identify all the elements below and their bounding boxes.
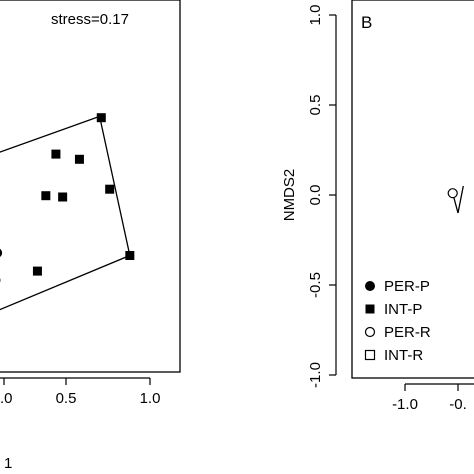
legend-marker-int-p: [365, 304, 375, 314]
legend-label-int-p: INT-P: [384, 301, 422, 318]
point-int-p-6: [125, 251, 135, 260]
legend-marker-per-r: [364, 326, 376, 338]
point-per-r-0: [447, 188, 458, 199]
left-x-axis: 0.5 1.0: [0, 377, 161, 407]
point-int-p-0: [96, 113, 106, 123]
left-x-tick-label-1: 1.0: [140, 390, 161, 407]
panel-label: B: [361, 13, 372, 32]
point-int-p-4: [41, 191, 51, 201]
right-hull-line: [452, 185, 464, 214]
right-y-tick-label-2: 0.0: [307, 185, 324, 206]
right-x-tick-label-0: -1.0: [392, 396, 418, 413]
point-int-p-3: [105, 184, 115, 194]
left-partial-tick-label: .0: [0, 390, 13, 407]
right-panel: B NMDS2 1.0 0.5 0.0 -0.5 -1.0 -1.0 -0. PER-P I…: [281, 0, 474, 413]
y-axis-label: NMDS2: [281, 169, 298, 222]
right-y-tick-label-4: -1.0: [307, 362, 324, 388]
point-int-p-2: [74, 154, 84, 164]
left-hulls: [0, 115, 131, 311]
left-panel: stress=0.17 0.5 1.0 .0 1: [0, 0, 181, 472]
legend-marker-int-r: [364, 349, 376, 361]
right-x-tick-label-1: -0.: [449, 396, 467, 413]
point-int-p-1: [51, 149, 61, 159]
point-int-p-7: [32, 266, 42, 276]
right-y-tick-label-1: 0.5: [307, 95, 324, 116]
legend-label-per-p: PER-P: [384, 278, 430, 295]
left-points: [0, 113, 135, 283]
point-per-p-2: [0, 248, 3, 257]
left-x-tick-label-0: 0.5: [56, 390, 77, 407]
stress-annotation: stress=0.17: [51, 11, 129, 28]
right-x-axis: -1.0 -0.: [392, 383, 474, 413]
right-y-tick-label-3: -0.5: [307, 272, 324, 298]
hull-int-p: [0, 115, 131, 311]
right-hull-fragment: [452, 185, 464, 214]
legend-marker-per-p: [365, 281, 375, 291]
right-y-tick-label-0: 1.0: [307, 5, 324, 26]
legend-label-per-r: PER-R: [384, 324, 431, 341]
point-int-p-5: [58, 192, 68, 202]
left-x-axis-label-fragment: 1: [4, 455, 12, 472]
legend: PER-P INT-P PER-R INT-R: [364, 278, 431, 364]
left-plot-frame: [0, 0, 181, 373]
right-plot-frame: [351, 0, 474, 379]
right-points: [447, 188, 458, 199]
right-y-axis: 1.0 0.5 0.0 -0.5 -1.0: [307, 5, 337, 388]
legend-label-int-r: INT-R: [384, 347, 423, 364]
